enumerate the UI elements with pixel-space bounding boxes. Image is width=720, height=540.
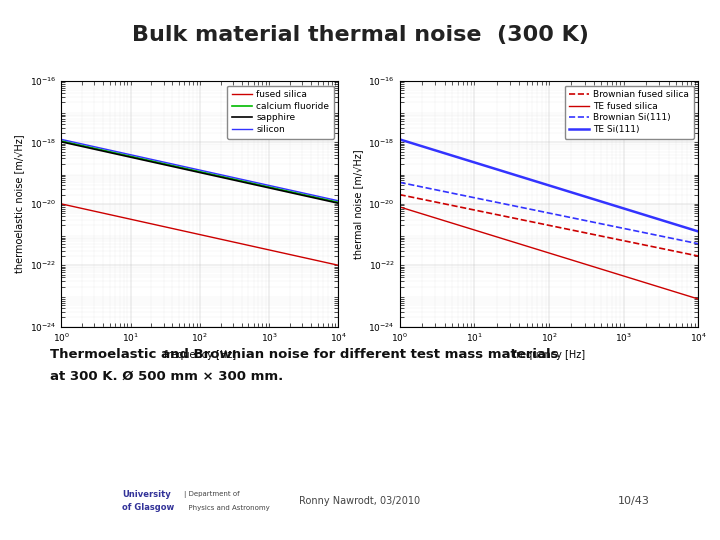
- Brownian fused silica: [448, 202, 456, 209]
- Text: University: University: [122, 490, 171, 498]
- fused silica: [182, 228, 191, 235]
- Brownian fused silica: [531, 219, 539, 226]
- Line: calcium fluoride: calcium fluoride: [61, 141, 338, 202]
- sapphire: [266, 185, 274, 191]
- silicon: [106, 147, 114, 153]
- sapphire: [334, 200, 343, 206]
- calcium fluoride: [220, 174, 229, 180]
- X-axis label: frequency [Hz]: frequency [Hz]: [163, 349, 236, 360]
- TE Si(111): [620, 206, 629, 212]
- Legend: fused silica, calcium fluoride, sapphire, silicon: fused silica, calcium fluoride, sapphire…: [228, 85, 334, 139]
- Brownian fused silica: [595, 232, 603, 239]
- silicon: [128, 152, 137, 158]
- silicon: [242, 177, 251, 184]
- TE fused silica: [620, 273, 629, 280]
- Brownian Si(111): [572, 215, 580, 222]
- Text: Ronny Nawrodt, 03/2010: Ronny Nawrodt, 03/2010: [300, 496, 420, 506]
- Brownian fused silica: [694, 253, 703, 259]
- Text: Physics and Astronomy: Physics and Astronomy: [184, 504, 269, 511]
- Brownian fused silica: [572, 227, 580, 234]
- Line: TE Si(111): TE Si(111): [400, 139, 698, 232]
- Text: Thermoelastic and Brownian noise for different test mass materials: Thermoelastic and Brownian noise for dif…: [50, 348, 559, 361]
- silicon: [220, 172, 229, 179]
- calcium fluoride: [57, 138, 66, 144]
- silicon: [334, 198, 343, 204]
- Brownian Si(111): [448, 190, 456, 197]
- sapphire: [242, 180, 251, 186]
- TE fused silica: [531, 245, 539, 252]
- TE Si(111): [531, 178, 539, 184]
- sapphire: [220, 175, 229, 181]
- Brownian fused silica: [620, 238, 629, 244]
- calcium fluoride: [334, 199, 343, 206]
- fused silica: [220, 237, 229, 244]
- sapphire: [57, 139, 66, 145]
- TE Si(111): [448, 152, 456, 159]
- Brownian Si(111): [395, 179, 404, 186]
- TE Si(111): [472, 160, 481, 166]
- TE fused silica: [595, 265, 603, 272]
- TE fused silica: [694, 296, 703, 302]
- Line: silicon: silicon: [61, 139, 338, 201]
- fused silica: [106, 212, 114, 218]
- fused silica: [128, 217, 137, 223]
- TE Si(111): [395, 136, 404, 143]
- Brownian Si(111): [620, 225, 629, 232]
- calcium fluoride: [128, 153, 137, 160]
- silicon: [182, 164, 191, 171]
- fused silica: [334, 262, 343, 268]
- silicon: [57, 136, 66, 143]
- Brownian Si(111): [595, 220, 603, 227]
- calcium fluoride: [182, 165, 191, 172]
- TE fused silica: [395, 204, 404, 210]
- Text: at 300 K. Ø 500 mm × 300 mm.: at 300 K. Ø 500 mm × 300 mm.: [50, 370, 284, 383]
- Line: sapphire: sapphire: [61, 142, 338, 203]
- TE fused silica: [572, 258, 580, 265]
- Brownian fused silica: [472, 207, 481, 214]
- Line: Brownian Si(111): Brownian Si(111): [400, 183, 698, 244]
- TE fused silica: [448, 220, 456, 226]
- Line: fused silica: fused silica: [61, 204, 338, 265]
- Line: TE fused silica: TE fused silica: [400, 207, 698, 299]
- Text: of Glasgow: of Glasgow: [122, 503, 175, 512]
- Legend: Brownian fused silica, TE fused silica, Brownian Si(111), TE Si(111): Brownian fused silica, TE fused silica, …: [564, 85, 694, 139]
- Brownian Si(111): [694, 240, 703, 247]
- TE Si(111): [595, 198, 603, 204]
- Line: Brownian fused silica: Brownian fused silica: [400, 194, 698, 256]
- Brownian Si(111): [531, 207, 539, 213]
- Text: Bulk material thermal noise  (300 K): Bulk material thermal noise (300 K): [132, 25, 588, 45]
- fused silica: [266, 247, 274, 253]
- calcium fluoride: [242, 179, 251, 185]
- Brownian fused silica: [395, 191, 404, 198]
- TE fused silica: [472, 227, 481, 234]
- Y-axis label: thermoelastic noise [m/√Hz]: thermoelastic noise [m/√Hz]: [14, 134, 24, 273]
- Text: | Department of: | Department of: [184, 491, 239, 497]
- calcium fluoride: [106, 148, 114, 155]
- sapphire: [182, 166, 191, 173]
- TE Si(111): [694, 228, 703, 235]
- X-axis label: frequency [Hz]: frequency [Hz]: [513, 349, 585, 360]
- TE Si(111): [572, 191, 580, 197]
- Text: 10/43: 10/43: [618, 496, 649, 506]
- sapphire: [128, 154, 137, 161]
- Brownian Si(111): [472, 195, 481, 201]
- fused silica: [242, 241, 251, 248]
- fused silica: [57, 201, 66, 207]
- calcium fluoride: [266, 184, 274, 191]
- Y-axis label: thermal noise [m/√Hz]: thermal noise [m/√Hz]: [353, 149, 363, 259]
- silicon: [266, 183, 274, 189]
- sapphire: [106, 150, 114, 156]
